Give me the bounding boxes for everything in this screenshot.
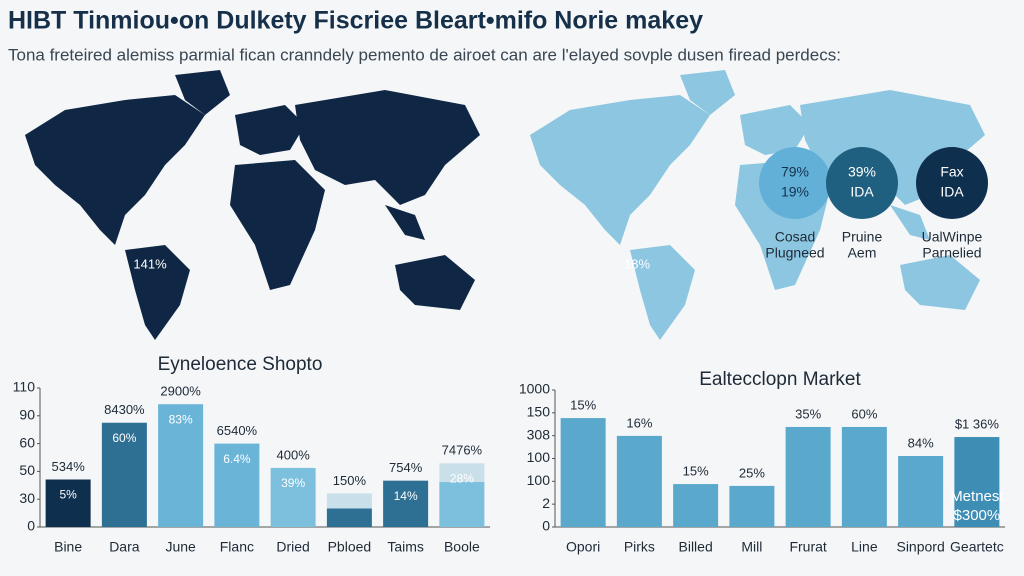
bar-top-label: 16%	[626, 415, 652, 430]
bar-top-label: 400%	[277, 447, 311, 462]
y-tick-label: 1000	[519, 381, 550, 397]
bar	[383, 480, 429, 527]
bar-top-label: 84%	[908, 435, 934, 450]
bar-top-label: 150%	[333, 473, 367, 488]
circle-caption: Plugneed	[765, 245, 824, 261]
y-tick-label: 90	[19, 407, 35, 423]
bar	[326, 493, 372, 509]
x-tick-label: Boole	[444, 539, 480, 555]
bar-top-label: 534%	[52, 459, 86, 474]
y-tick-label: 50	[19, 462, 35, 478]
bar	[45, 479, 91, 527]
bar-inner-label: 83%	[169, 412, 193, 426]
bar	[560, 418, 606, 527]
bar-inner-label: 6.4%	[223, 452, 251, 466]
y-tick-label: 0	[27, 518, 35, 534]
bar-top-label: 6540%	[217, 423, 258, 438]
right-map	[530, 70, 985, 340]
circle-label: IDA	[850, 184, 874, 200]
map-label: 141%	[133, 256, 167, 271]
x-tick-label: Pirks	[624, 539, 655, 555]
bar-top-label: 2900%	[160, 384, 201, 399]
bar	[101, 422, 147, 527]
x-tick-label: Billed	[679, 539, 713, 555]
bar	[439, 463, 485, 482]
bar-inner-label: 14%	[394, 489, 418, 503]
x-tick-label: Opori	[566, 539, 600, 555]
bar	[326, 508, 372, 527]
bar-top-label: 15%	[683, 464, 709, 479]
circle-label: 19%	[781, 184, 809, 200]
bar-top-label: 15%	[570, 398, 596, 413]
circle-caption: Pruine	[842, 229, 883, 245]
x-tick-label: Dara	[109, 539, 140, 555]
y-tick-label: 0	[542, 518, 550, 534]
x-tick-label: Bine	[54, 539, 82, 555]
bar	[270, 467, 316, 527]
stat-circle	[759, 147, 831, 219]
x-tick-label: Frurat	[789, 539, 826, 555]
y-tick-label: 100	[527, 449, 551, 465]
stat-circle	[916, 147, 988, 219]
circle-label: Fax	[940, 164, 963, 180]
y-tick-label: 308	[527, 426, 551, 442]
bar-top-label: 8430%	[104, 402, 145, 417]
x-tick-label: June	[165, 539, 196, 555]
stat-circle	[826, 147, 898, 219]
title: HIBT Tinmiou•on Dulkety Fiscriee Bleart•…	[8, 7, 703, 35]
x-tick-label: Mill	[741, 539, 762, 555]
y-tick-label: 2	[542, 495, 550, 511]
bar-top-label: 35%	[795, 406, 821, 421]
y-tick-label: 60	[19, 434, 35, 450]
bar	[898, 455, 944, 527]
map-label: 18%	[624, 256, 650, 271]
bar	[158, 404, 204, 527]
bar-inner-label: 5%	[59, 488, 77, 502]
bar-inner-label: Metnest	[950, 488, 1004, 505]
bar	[841, 426, 887, 527]
y-tick-label: 110	[13, 379, 36, 395]
subtitle: Tona freteired alemiss parmial fican cra…	[8, 45, 841, 64]
bar	[729, 485, 775, 527]
x-tick-label: Flanc	[220, 539, 254, 555]
chart-title: Ealtecclopn Market	[699, 369, 861, 390]
y-tick-label: 100	[527, 472, 551, 488]
left-map	[25, 70, 480, 340]
circle-label: 39%	[848, 164, 876, 180]
bar	[954, 437, 1000, 527]
circle-caption: Cosad	[775, 229, 815, 245]
bar-top-label: 60%	[851, 406, 877, 421]
bar-inner-label: 39%	[281, 476, 305, 490]
circle-caption: Aem	[848, 245, 877, 261]
x-tick-label: Taims	[387, 539, 424, 555]
y-tick-label: 150	[527, 404, 551, 420]
bar-top-label: 754%	[389, 460, 423, 475]
bar	[673, 484, 719, 527]
x-tick-label: Sinpord	[896, 539, 944, 555]
x-tick-label: Pbloed	[328, 539, 372, 555]
bar-top-label: 7476%	[442, 443, 483, 458]
bar-inner-label: $300%	[954, 507, 1001, 524]
chart-title: Eyneloence Shopto	[158, 354, 323, 375]
bar	[616, 435, 662, 527]
circle-label: 79%	[781, 164, 809, 180]
circle-label: IDA	[940, 184, 964, 200]
bar	[214, 443, 260, 527]
y-tick-label: 30	[19, 490, 35, 506]
circle-caption: Parnelied	[922, 245, 981, 261]
bar	[439, 481, 485, 527]
bar	[785, 426, 831, 527]
x-tick-label: Geartetc	[950, 539, 1004, 555]
circle-caption: UalWinpe	[922, 229, 983, 245]
x-tick-label: Line	[851, 539, 878, 555]
bar-inner-label: 28%	[450, 471, 474, 485]
x-tick-label: Dried	[276, 539, 309, 555]
bar-top-label: $1 36%	[955, 416, 1000, 431]
bar-top-label: 25%	[739, 465, 765, 480]
bar-inner-label: 60%	[112, 431, 136, 445]
